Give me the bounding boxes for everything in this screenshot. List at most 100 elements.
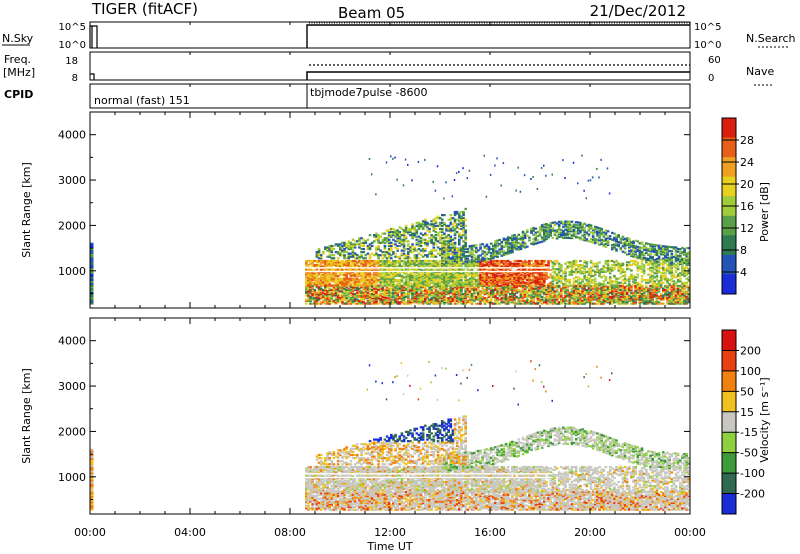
echo-cell bbox=[375, 294, 378, 297]
echo-cell bbox=[583, 268, 586, 271]
echo-cell bbox=[307, 283, 310, 286]
echo-cell bbox=[449, 274, 453, 278]
echo-cell bbox=[604, 232, 608, 235]
echo-cell bbox=[494, 268, 497, 271]
echo-cell bbox=[415, 283, 419, 286]
echo-cell bbox=[521, 299, 525, 303]
echo-cell bbox=[458, 235, 461, 238]
echo-cell bbox=[360, 265, 363, 268]
echo-cell bbox=[447, 243, 450, 246]
echo-cell bbox=[328, 255, 331, 258]
echo-cell bbox=[334, 265, 338, 268]
echo-cell bbox=[460, 276, 463, 279]
echo-cell bbox=[492, 295, 495, 298]
echo-cell bbox=[468, 299, 472, 303]
echo-cell bbox=[322, 273, 325, 276]
echo-cell bbox=[587, 290, 591, 293]
echo-cell bbox=[506, 240, 510, 243]
echo-cell bbox=[402, 259, 406, 263]
echo-cell bbox=[307, 291, 310, 294]
echo-cell bbox=[511, 291, 514, 294]
echo-cell bbox=[489, 280, 493, 283]
echo-cell bbox=[396, 287, 399, 290]
echo-cell bbox=[464, 302, 467, 305]
echo-cell bbox=[521, 238, 525, 242]
echo-cell bbox=[413, 273, 416, 276]
echo-cell bbox=[443, 197, 445, 200]
echo-cell bbox=[324, 288, 327, 292]
echo-cell bbox=[585, 284, 589, 287]
echo-cell bbox=[324, 293, 327, 296]
echo-cell bbox=[426, 226, 429, 229]
echo-cell bbox=[447, 297, 450, 300]
echo-cell bbox=[428, 227, 431, 231]
freq-unit: [MHz] bbox=[3, 66, 35, 79]
echo-cell bbox=[432, 269, 436, 272]
echo-cell bbox=[445, 281, 448, 284]
echo-cell bbox=[445, 261, 448, 265]
echo-cell bbox=[328, 299, 331, 303]
echo-cell bbox=[598, 301, 601, 304]
echo-cell bbox=[404, 268, 408, 271]
echo-cell bbox=[415, 301, 419, 304]
echo-cell bbox=[436, 291, 440, 294]
echo-cell bbox=[566, 278, 569, 282]
echo-cell bbox=[330, 298, 334, 301]
echo-cell bbox=[409, 234, 412, 237]
echo-cell bbox=[600, 242, 603, 246]
echo-cell bbox=[477, 256, 480, 259]
echo-cell bbox=[390, 299, 393, 303]
echo-cell bbox=[385, 237, 389, 240]
echo-cell bbox=[375, 297, 378, 300]
echo-cell bbox=[528, 274, 531, 278]
echo-cell bbox=[375, 276, 378, 279]
echo-cell bbox=[545, 272, 548, 275]
echo-cell bbox=[464, 262, 467, 265]
echo-cell bbox=[455, 287, 459, 290]
echo-cell bbox=[560, 288, 563, 292]
echo-cell bbox=[602, 269, 606, 272]
echo-cell bbox=[551, 297, 555, 300]
echo-cell bbox=[402, 229, 406, 232]
echo-cell bbox=[362, 238, 365, 241]
echo-cell bbox=[436, 280, 440, 283]
echo-cell bbox=[368, 281, 372, 284]
echo-cell bbox=[517, 302, 521, 305]
echo-cell bbox=[470, 288, 474, 292]
echo-cell bbox=[481, 262, 484, 265]
echo-cell bbox=[332, 293, 336, 296]
echo-cell bbox=[341, 297, 344, 300]
echo-cell bbox=[375, 235, 378, 238]
echo-cell bbox=[402, 302, 406, 305]
echo-cell bbox=[362, 295, 365, 298]
echo-cell bbox=[432, 237, 436, 240]
echo-cell bbox=[551, 261, 555, 264]
echo-cell bbox=[566, 234, 569, 237]
echo-cell bbox=[390, 247, 393, 251]
echo-cell bbox=[509, 301, 512, 304]
echo-cell bbox=[364, 287, 368, 290]
echo-cell bbox=[394, 262, 397, 265]
echo-cell bbox=[447, 224, 450, 227]
echo-cell bbox=[504, 269, 508, 272]
echo-cell bbox=[385, 263, 389, 267]
echo-cell bbox=[521, 261, 525, 264]
echo-cell bbox=[417, 221, 421, 224]
echo-cell bbox=[453, 252, 457, 255]
echo-cell bbox=[534, 290, 538, 293]
echo-cell bbox=[447, 261, 450, 265]
echo-cell bbox=[477, 265, 480, 268]
echo-cell bbox=[360, 268, 363, 271]
echo-cell bbox=[449, 288, 453, 292]
echo-cell bbox=[519, 263, 523, 267]
echo-cell bbox=[553, 294, 557, 297]
echo-cell bbox=[394, 234, 397, 237]
echo-cell bbox=[608, 272, 612, 275]
echo-cell bbox=[470, 298, 474, 301]
echo-cell bbox=[472, 286, 476, 289]
echo-cell bbox=[472, 258, 476, 261]
echo-cell bbox=[387, 238, 391, 241]
echo-cell bbox=[528, 284, 531, 287]
echo-cell bbox=[330, 277, 334, 280]
echo-cell bbox=[594, 277, 597, 280]
